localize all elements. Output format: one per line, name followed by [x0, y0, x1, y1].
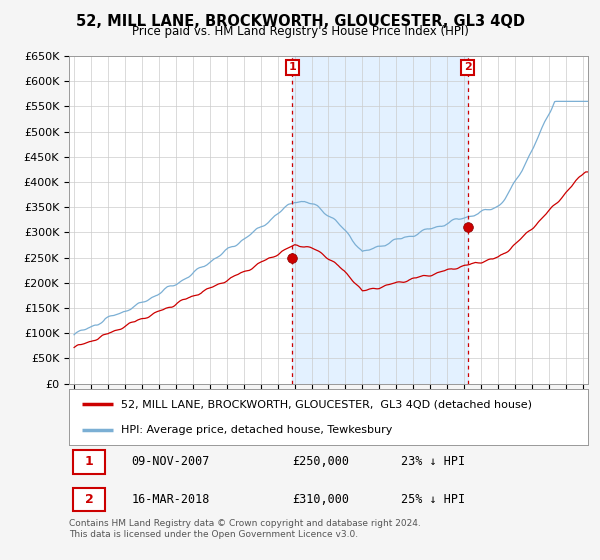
- Text: 52, MILL LANE, BROCKWORTH, GLOUCESTER,  GL3 4QD (detached house): 52, MILL LANE, BROCKWORTH, GLOUCESTER, G…: [121, 399, 532, 409]
- Text: 1: 1: [85, 455, 94, 469]
- Text: 09-NOV-2007: 09-NOV-2007: [131, 455, 209, 469]
- Text: Contains HM Land Registry data © Crown copyright and database right 2024.
This d: Contains HM Land Registry data © Crown c…: [69, 519, 421, 539]
- Text: £250,000: £250,000: [292, 455, 349, 469]
- Text: HPI: Average price, detached house, Tewkesbury: HPI: Average price, detached house, Tewk…: [121, 425, 392, 435]
- FancyBboxPatch shape: [73, 450, 106, 474]
- Text: 2: 2: [464, 63, 472, 72]
- Text: 2: 2: [85, 493, 94, 506]
- Text: 1: 1: [289, 63, 296, 72]
- Text: 23% ↓ HPI: 23% ↓ HPI: [401, 455, 465, 469]
- Bar: [292, 56, 468, 384]
- Text: Price paid vs. HM Land Registry's House Price Index (HPI): Price paid vs. HM Land Registry's House …: [131, 25, 469, 38]
- Text: 16-MAR-2018: 16-MAR-2018: [131, 493, 209, 506]
- Text: 25% ↓ HPI: 25% ↓ HPI: [401, 493, 465, 506]
- Text: £310,000: £310,000: [292, 493, 349, 506]
- Text: 52, MILL LANE, BROCKWORTH, GLOUCESTER, GL3 4QD: 52, MILL LANE, BROCKWORTH, GLOUCESTER, G…: [76, 14, 524, 29]
- FancyBboxPatch shape: [73, 488, 106, 511]
